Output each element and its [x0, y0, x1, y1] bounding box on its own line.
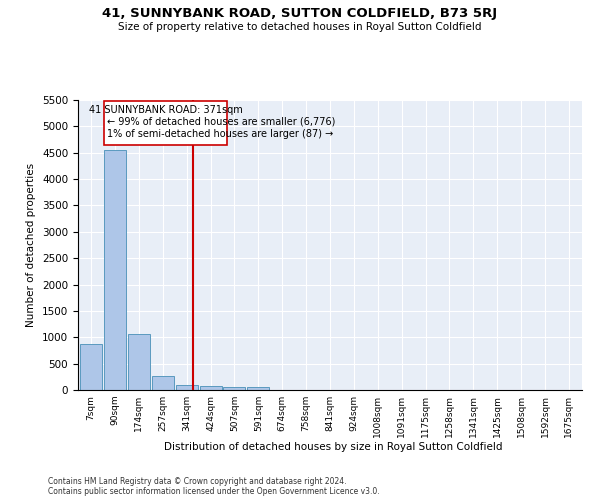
Text: 41, SUNNYBANK ROAD, SUTTON COLDFIELD, B73 5RJ: 41, SUNNYBANK ROAD, SUTTON COLDFIELD, B7… [103, 8, 497, 20]
Text: Distribution of detached houses by size in Royal Sutton Coldfield: Distribution of detached houses by size … [164, 442, 502, 452]
Text: Contains public sector information licensed under the Open Government Licence v3: Contains public sector information licen… [48, 488, 380, 496]
Bar [128, 334, 150, 390]
Text: Contains HM Land Registry data © Crown copyright and database right 2024.: Contains HM Land Registry data © Crown c… [48, 478, 347, 486]
Bar [223, 387, 245, 390]
Bar [247, 386, 269, 390]
Text: 41 SUNNYBANK ROAD: 371sqm: 41 SUNNYBANK ROAD: 371sqm [89, 106, 242, 116]
FancyBboxPatch shape [104, 101, 227, 145]
Text: ← 99% of detached houses are smaller (6,776): ← 99% of detached houses are smaller (6,… [107, 117, 335, 127]
Bar [200, 386, 221, 390]
Bar [176, 385, 197, 390]
Y-axis label: Number of detached properties: Number of detached properties [26, 163, 37, 327]
Bar [104, 150, 126, 390]
Text: 1% of semi-detached houses are larger (87) →: 1% of semi-detached houses are larger (8… [107, 129, 334, 139]
Bar [80, 344, 102, 390]
Text: Size of property relative to detached houses in Royal Sutton Coldfield: Size of property relative to detached ho… [118, 22, 482, 32]
Bar [152, 376, 174, 390]
